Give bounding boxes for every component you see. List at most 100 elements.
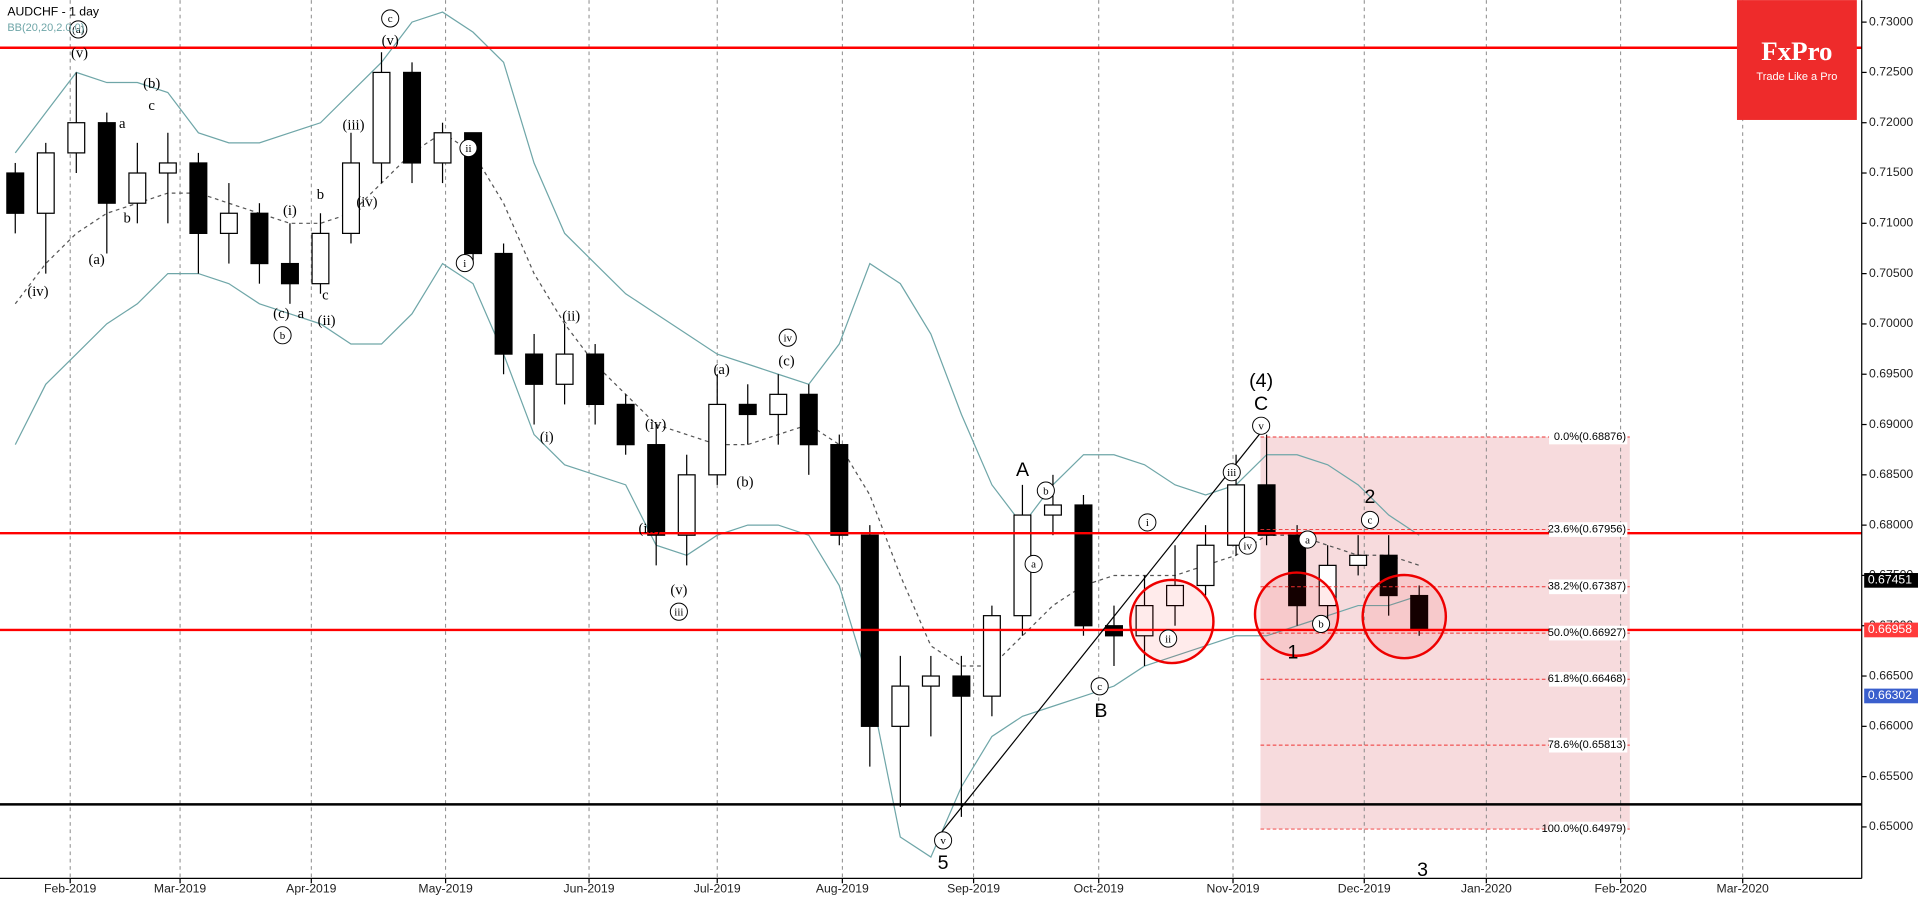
wave-label: 1 bbox=[1287, 641, 1298, 663]
wave-label: a bbox=[1305, 534, 1310, 546]
drawings bbox=[941, 430, 1448, 833]
fib-label-bg bbox=[1549, 429, 1628, 445]
wave-circle bbox=[669, 602, 688, 621]
wave-label: iii bbox=[1227, 467, 1236, 479]
wave-label: b bbox=[124, 210, 131, 226]
x-tick-label: Apr-2019 bbox=[286, 882, 336, 896]
wave-label: (c) bbox=[273, 306, 289, 322]
x-tick-label: Feb-2019 bbox=[44, 882, 97, 896]
highlight-circle bbox=[1361, 573, 1448, 660]
wave-label: c bbox=[148, 98, 155, 114]
fib-label-bg bbox=[1549, 821, 1628, 837]
candle-body bbox=[67, 122, 86, 154]
candle-body bbox=[677, 474, 696, 536]
candle-body bbox=[647, 444, 666, 536]
wave-label: v bbox=[940, 835, 946, 847]
wave-circle bbox=[934, 831, 953, 850]
brand-logo: FxPro Trade Like a Pro bbox=[1736, 0, 1857, 120]
candle-body bbox=[586, 353, 605, 406]
wave-circle bbox=[1312, 614, 1331, 633]
wave-label: a bbox=[1031, 559, 1036, 571]
candle-body bbox=[555, 353, 574, 385]
x-tick-label: Sep-2019 bbox=[947, 882, 1000, 896]
wave-label: (v) bbox=[71, 45, 88, 61]
fib-label: 100.0%(0.64979) bbox=[1542, 823, 1626, 835]
wave-label: (ii) bbox=[562, 308, 580, 324]
candle-body bbox=[708, 403, 727, 476]
candle-body bbox=[1288, 534, 1307, 607]
y-tick-label: 0.65000 bbox=[1869, 819, 1913, 833]
wave-label: C bbox=[1254, 393, 1268, 415]
candle-body bbox=[189, 162, 208, 234]
fib-label: 50.0%(0.66927) bbox=[1548, 627, 1626, 639]
wave-label: ii bbox=[465, 143, 471, 155]
candle-body bbox=[158, 162, 177, 174]
candle-body bbox=[1166, 584, 1185, 607]
x-tick-label: Feb-2020 bbox=[1594, 882, 1647, 896]
wave-label: (iv) bbox=[356, 194, 377, 210]
x-tick-label: May-2019 bbox=[418, 882, 473, 896]
wave-label: c bbox=[322, 287, 329, 303]
candle-body bbox=[372, 71, 391, 164]
y-tick-label: 0.69500 bbox=[1869, 366, 1913, 380]
y-tick-label: 0.72000 bbox=[1869, 115, 1913, 129]
logo-box bbox=[1736, 0, 1857, 120]
wave-label: 2 bbox=[1365, 486, 1376, 508]
wave-label: (a) bbox=[714, 362, 730, 378]
wave-label: b bbox=[317, 187, 324, 203]
logo-name: FxPro bbox=[1761, 36, 1832, 66]
y-tick-label: 0.71500 bbox=[1869, 165, 1913, 179]
x-tick-label: Mar-2020 bbox=[1717, 882, 1769, 896]
price-label: 0.67451 bbox=[1868, 573, 1912, 587]
fib-label-bg bbox=[1549, 671, 1628, 687]
y-tick-label: 0.66000 bbox=[1869, 719, 1913, 733]
x-tick-label: Aug-2019 bbox=[816, 882, 869, 896]
wave-label: a bbox=[119, 116, 126, 132]
y-tick-label: 0.72500 bbox=[1869, 65, 1913, 79]
fib-label-bg bbox=[1549, 579, 1628, 595]
trend-line bbox=[941, 430, 1263, 833]
wave-label: c bbox=[388, 13, 393, 25]
candle-body bbox=[494, 252, 513, 355]
wave-label: iii bbox=[674, 606, 683, 618]
bollinger-upper bbox=[14, 11, 1420, 536]
wave-label: (iv) bbox=[27, 284, 48, 300]
wave-label: (v) bbox=[670, 582, 687, 598]
x-tick-label: Jan-2020 bbox=[1461, 882, 1512, 896]
wave-label: (iii) bbox=[343, 117, 365, 133]
price-label: 0.66958 bbox=[1868, 622, 1912, 636]
wave-circle bbox=[459, 139, 478, 158]
fib-label: 23.6%(0.67956) bbox=[1548, 523, 1626, 535]
wave-circle bbox=[381, 9, 400, 28]
wave-circle bbox=[1159, 629, 1178, 648]
fib-label: 0.0%(0.68876) bbox=[1554, 431, 1626, 443]
price-label-box bbox=[1864, 573, 1918, 588]
wave-label: (iv) bbox=[645, 417, 666, 433]
wave-label: B bbox=[1094, 700, 1107, 722]
wave-circle bbox=[778, 328, 797, 347]
x-tick-label: Jul-2019 bbox=[694, 882, 741, 896]
wave-label: (c) bbox=[778, 354, 794, 370]
wave-circle bbox=[1222, 463, 1241, 482]
wave-label: (a) bbox=[72, 24, 85, 36]
fib-label: 78.6%(0.65813) bbox=[1548, 739, 1626, 751]
candle-body bbox=[433, 132, 452, 164]
candle-body bbox=[464, 132, 483, 255]
fib-label: 38.2%(0.67387) bbox=[1548, 581, 1626, 593]
wave-circle bbox=[1090, 677, 1109, 696]
candle-body bbox=[280, 262, 299, 285]
wave-circle bbox=[1252, 416, 1271, 435]
candle-body bbox=[341, 162, 360, 234]
fib-label: 61.8%(0.66468) bbox=[1548, 673, 1626, 685]
candle-body bbox=[1074, 504, 1093, 627]
candle-body bbox=[738, 403, 757, 416]
candle-body bbox=[952, 675, 971, 697]
wave-circle bbox=[1036, 481, 1055, 500]
candle-body bbox=[1349, 554, 1368, 566]
wave-label: (i) bbox=[283, 203, 297, 219]
wave-circle bbox=[1298, 530, 1317, 549]
wave-label: b bbox=[1043, 485, 1049, 497]
wave-label: (iii) bbox=[639, 521, 661, 537]
